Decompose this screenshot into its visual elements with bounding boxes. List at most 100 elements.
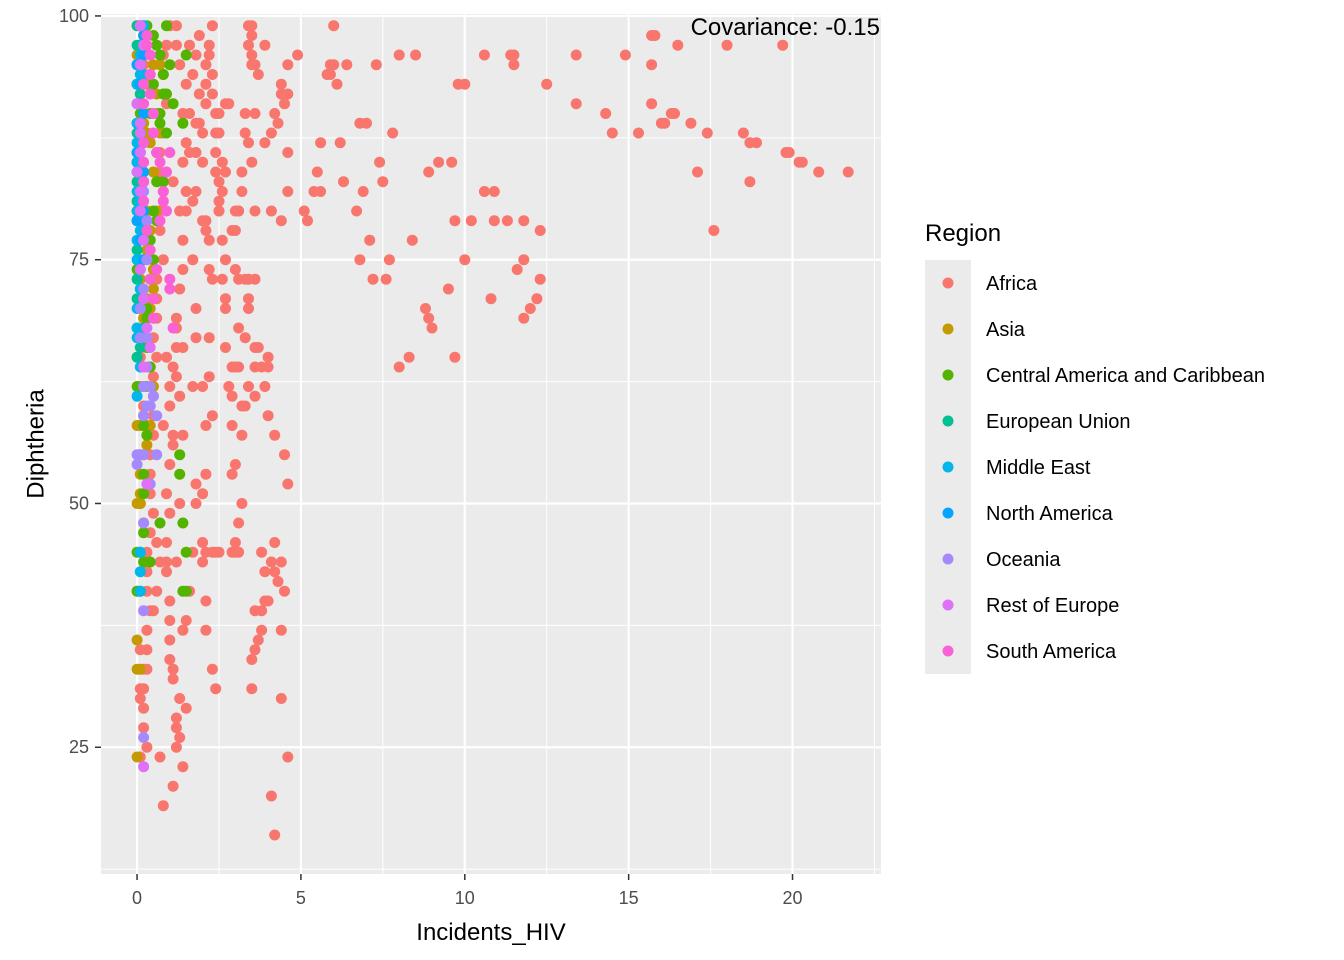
data-point — [157, 420, 169, 431]
data-point — [256, 546, 268, 558]
data-point — [619, 49, 631, 61]
data-point — [423, 166, 435, 178]
data-point — [229, 205, 241, 217]
data-point — [265, 790, 277, 802]
data-point — [524, 303, 536, 314]
data-point — [154, 49, 166, 61]
legend-key — [942, 323, 954, 335]
data-point — [213, 176, 225, 188]
data-point — [157, 195, 169, 207]
data-point — [131, 166, 143, 178]
data-point — [131, 273, 143, 285]
data-point — [488, 186, 500, 197]
data-point — [200, 78, 212, 90]
data-point — [131, 244, 143, 256]
data-point — [131, 351, 143, 363]
data-point — [174, 693, 186, 704]
data-point — [138, 361, 150, 373]
data-point — [141, 39, 153, 51]
data-point — [229, 459, 241, 470]
data-point — [380, 273, 392, 285]
data-point — [646, 59, 658, 71]
data-point — [197, 537, 209, 548]
data-point — [203, 234, 215, 246]
data-point — [147, 293, 159, 305]
data-point — [138, 488, 150, 500]
data-point — [213, 108, 225, 119]
data-point — [282, 478, 294, 490]
data-point — [167, 663, 179, 675]
legend-label: North America — [986, 503, 1114, 525]
data-point — [249, 605, 261, 617]
data-point — [151, 351, 163, 363]
legend-item: Middle East — [942, 457, 1091, 479]
data-point — [351, 205, 363, 217]
data-point — [134, 546, 146, 558]
legend-label: Africa — [986, 273, 1038, 295]
data-point — [164, 59, 176, 71]
series-south-america — [138, 30, 179, 334]
data-point — [426, 322, 438, 334]
data-point — [226, 468, 238, 480]
legend-item: South America — [942, 641, 1117, 663]
data-point — [511, 264, 523, 275]
data-point — [606, 127, 618, 139]
data-point — [151, 147, 163, 158]
legend-key — [942, 415, 954, 427]
data-point — [131, 390, 143, 402]
data-point — [134, 663, 146, 675]
data-point — [410, 49, 422, 61]
data-point — [134, 693, 146, 704]
data-point — [161, 39, 172, 51]
data-point — [249, 205, 261, 217]
data-point — [206, 69, 218, 80]
data-point — [315, 137, 327, 149]
data-point — [570, 49, 582, 61]
legend-key — [942, 553, 954, 565]
data-point — [180, 137, 192, 149]
data-point — [134, 88, 146, 100]
data-point — [164, 147, 176, 158]
data-point — [236, 429, 248, 441]
data-point — [190, 49, 202, 61]
data-point — [213, 546, 225, 558]
data-point — [138, 156, 150, 168]
data-point — [138, 722, 150, 734]
data-point — [449, 215, 461, 227]
data-point — [167, 429, 179, 441]
data-point — [308, 186, 320, 197]
data-point — [184, 39, 195, 51]
data-point — [259, 39, 271, 51]
data-point — [341, 59, 353, 71]
legend-key — [942, 599, 954, 611]
data-point — [246, 49, 258, 61]
data-point — [161, 205, 172, 217]
data-point — [275, 556, 287, 568]
legend-label: Asia — [986, 319, 1026, 341]
data-point — [433, 156, 445, 168]
data-point — [298, 205, 310, 217]
data-point — [154, 517, 166, 529]
data-point — [167, 780, 179, 792]
data-point — [144, 88, 156, 100]
data-point — [177, 624, 189, 636]
legend-label: European Union — [986, 411, 1131, 433]
data-point — [324, 59, 336, 71]
covariance-annotation: Covariance: -0.15 — [691, 14, 880, 41]
data-point — [138, 78, 150, 90]
data-point — [780, 147, 792, 158]
data-point — [157, 800, 169, 812]
data-point — [243, 381, 254, 392]
data-point — [272, 576, 284, 587]
data-point — [131, 751, 143, 763]
data-point — [161, 351, 172, 363]
data-point — [646, 30, 658, 41]
data-point — [282, 59, 294, 71]
data-point — [249, 108, 261, 119]
data-point — [220, 342, 231, 353]
data-point — [813, 166, 825, 178]
legend-item: North America — [942, 503, 1114, 525]
data-point — [147, 390, 159, 402]
data-point — [249, 644, 261, 656]
